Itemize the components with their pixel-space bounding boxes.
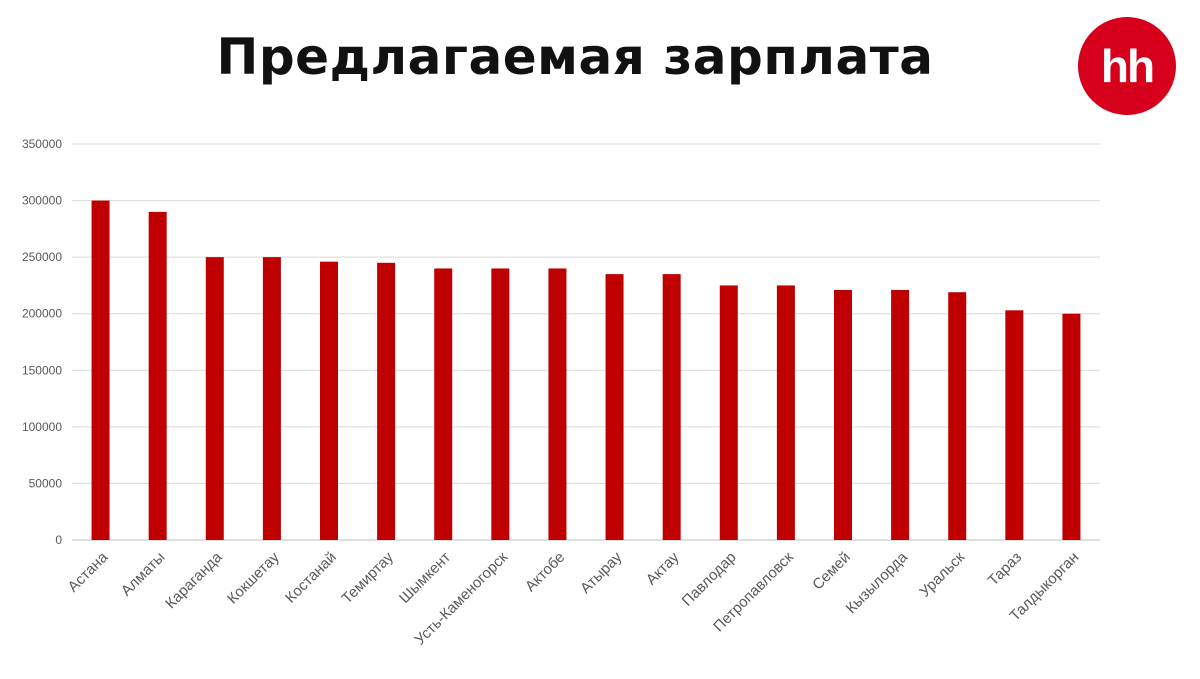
hh-logo: hh [1078, 17, 1176, 115]
x-category-label: Семей [809, 549, 854, 594]
bar [148, 211, 167, 540]
y-tick-label: 50000 [29, 476, 63, 490]
x-category-label: Караганда [162, 548, 226, 612]
bar [434, 268, 453, 540]
bar [662, 274, 681, 540]
logo-text: hh [1100, 40, 1155, 92]
bar [834, 289, 852, 540]
x-category-label: Кокшетау [224, 548, 283, 607]
x-category-label: Павлодар [679, 549, 740, 610]
x-category-label: Актау [643, 548, 683, 588]
x-category-label: Шымкент [396, 549, 454, 607]
bars [91, 200, 1081, 541]
x-category-label: Тараз [985, 549, 1026, 590]
bar [205, 257, 224, 540]
bar [948, 292, 967, 540]
x-category-label: Кызылорда [843, 548, 912, 617]
x-category-label: Алматы [118, 549, 169, 600]
y-tick-label: 200000 [22, 307, 62, 321]
y-tick-label: 150000 [22, 363, 62, 377]
bar [262, 257, 281, 540]
y-tick-label: 350000 [22, 137, 62, 151]
x-category-label: Темиртау [338, 548, 397, 607]
x-category-label: Атырау [577, 548, 626, 597]
bar [91, 200, 110, 541]
bar [776, 285, 795, 540]
bar [377, 262, 396, 540]
y-tick-label: 0 [55, 533, 62, 547]
y-axis-ticks: 0 50000 100000 150000 200000 250000 300000 3500… [22, 137, 62, 547]
x-category-label: Уральск [916, 549, 968, 601]
bar [1062, 313, 1081, 540]
y-tick-label: 100000 [22, 420, 62, 434]
y-tick-label: 250000 [22, 250, 62, 264]
x-category-label: Костанай [282, 549, 340, 607]
bar [719, 285, 738, 540]
chart-title: Предлагаемая зарплата [216, 28, 934, 86]
x-category-label: Астана [65, 548, 112, 595]
x-category-label: Актобе [522, 549, 568, 595]
bar [320, 261, 338, 540]
gridlines [72, 143, 1100, 541]
y-tick-label: 300000 [22, 194, 62, 208]
bar [605, 274, 624, 540]
bar [1005, 310, 1024, 540]
bar [891, 289, 910, 540]
bar [491, 268, 510, 540]
bar [548, 268, 567, 540]
